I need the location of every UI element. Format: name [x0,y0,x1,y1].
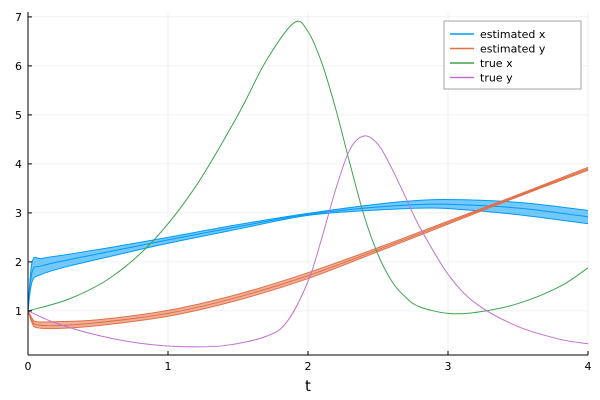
y-tick-label: 4 [15,158,22,171]
y-tick-label: 7 [15,11,22,24]
estimated-x-lower-line [27,207,589,311]
y-tick-label: 5 [15,109,22,122]
legend-label-estimated-y: estimated y [480,43,546,56]
legend-box [443,20,582,90]
estimated-y-lower-line [27,169,589,330]
y-tick-label: 6 [15,60,22,73]
x-tick-label: 2 [305,360,312,373]
legend-label-true-x: true x [480,57,513,70]
x-tick-label: 3 [445,360,452,373]
series-lines [27,20,589,348]
x-tick-label: 4 [585,360,592,373]
x-axis-title: t [305,377,311,395]
y-tick-label: 3 [15,207,22,220]
estimated-x-band [28,199,588,311]
x-tick-label: 0 [25,360,32,373]
true-y-line [27,135,589,348]
estimated-y-line [27,168,589,327]
x-tick-label: 1 [165,360,172,373]
x-ticks: 0 1 2 3 4 [25,351,592,373]
y-tick-label: 2 [15,256,22,269]
confidence-bands [28,167,588,329]
legend-label-estimated-x: estimated x [480,28,546,41]
true-x-line [27,20,589,315]
legend-label-true-y: true y [480,72,513,85]
estimated-x-upper-line [27,198,589,311]
y-ticks: 1 2 3 4 5 6 7 [15,11,32,318]
grid [27,12,589,355]
estimated-y-upper-line [27,166,589,323]
y-tick-label: 1 [15,305,22,318]
